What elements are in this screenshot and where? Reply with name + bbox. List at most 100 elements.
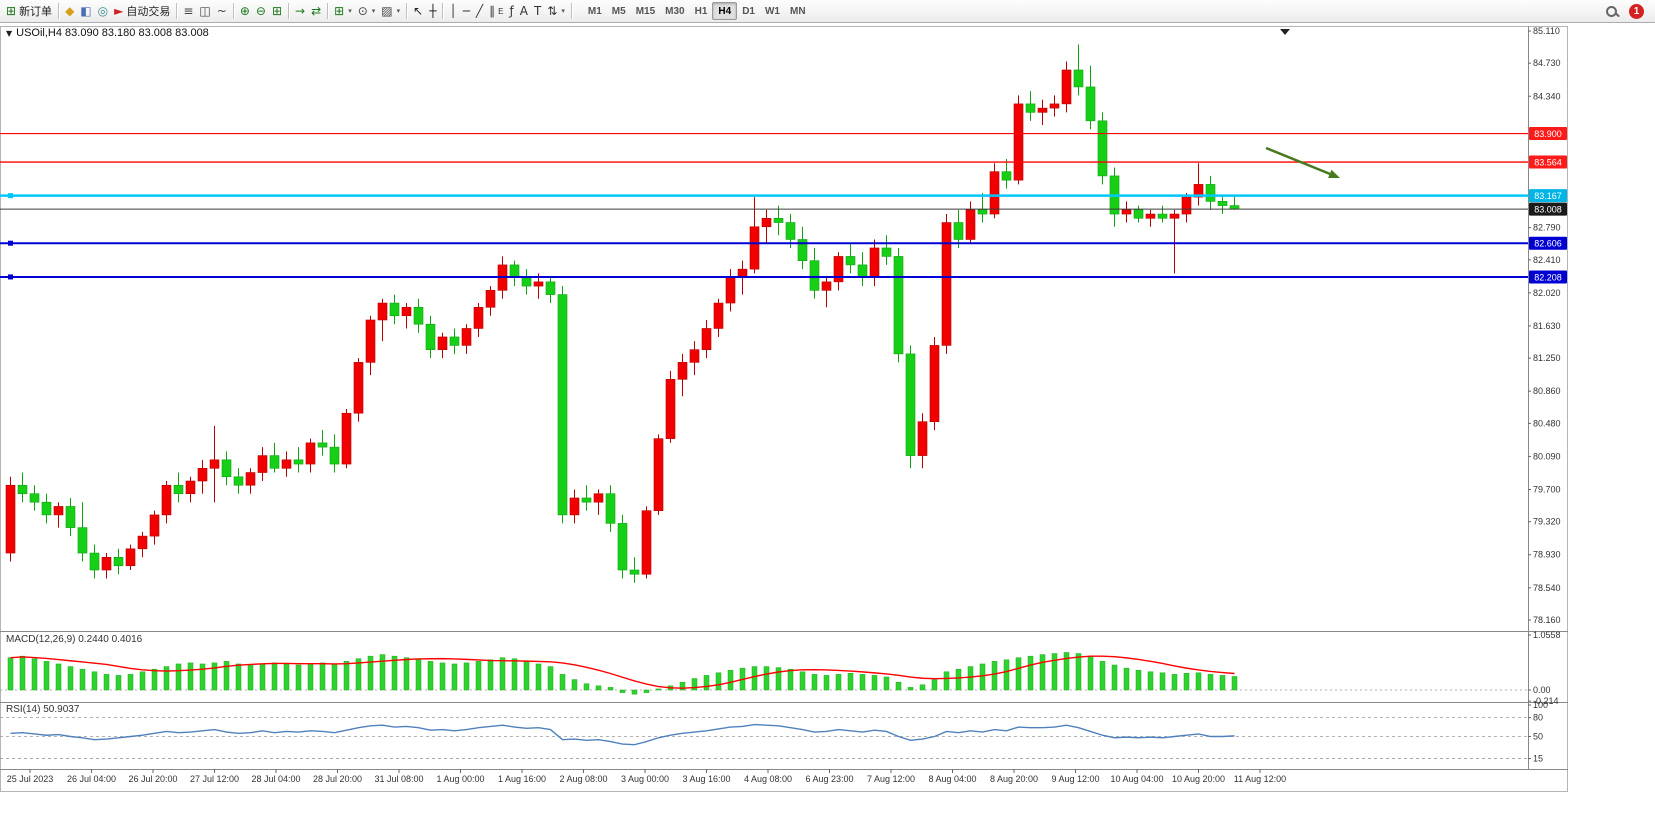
macd-histogram-bar: [379, 654, 386, 691]
candle-body: [929, 345, 940, 422]
macd-histogram-bar: [1171, 674, 1178, 691]
macd-histogram-bar: [1111, 664, 1118, 691]
channel-button[interactable]: ∥ E: [486, 2, 506, 21]
price-level-badge-82.208: 82.208: [1529, 270, 1567, 284]
price-badge-bg: [1529, 270, 1567, 284]
periods-button[interactable]: ⊙ ▾: [355, 2, 379, 21]
price-badge-text: 83.167: [1534, 191, 1562, 201]
timeframe-h1[interactable]: H1: [694, 5, 708, 17]
timeframe-m5[interactable]: M5: [611, 5, 626, 17]
macd-histogram-bar: [1075, 653, 1082, 691]
candle-body: [1097, 120, 1108, 177]
vertical-line-button[interactable]: │: [446, 2, 459, 21]
candle-body: [173, 484, 184, 495]
macd-histogram-bar: [1099, 661, 1106, 691]
dropdown-caret-icon: ▾: [396, 7, 401, 15]
candle-chart-button[interactable]: ◫: [196, 2, 213, 21]
macd-histogram-bar: [499, 657, 506, 691]
trendline-button[interactable]: ╱: [473, 2, 486, 21]
candle-body: [953, 222, 964, 240]
horizontal-line-icon: ─: [462, 4, 470, 18]
auto-scroll-button[interactable]: →: [292, 2, 308, 21]
rsi-axis-label: 100: [1533, 700, 1548, 710]
macd-label: MACD(12,26,9) 0.2440 0.4016: [6, 634, 143, 645]
candle-body: [773, 217, 784, 223]
zoom-out-button[interactable]: ⊖: [253, 2, 269, 21]
candle-body: [905, 353, 916, 456]
horizontal-line-button[interactable]: ─: [460, 2, 473, 21]
search-icon[interactable]: [1604, 4, 1619, 19]
macd-axis-label: -0.214: [1533, 696, 1559, 706]
candle-body: [473, 306, 484, 329]
market-watch-button[interactable]: ◆: [62, 2, 77, 21]
profiles-button[interactable]: ◧: [77, 2, 94, 21]
timeframe-m15[interactable]: M15: [635, 5, 656, 17]
timeframe-m30[interactable]: M30: [665, 5, 685, 17]
chart-shift-button[interactable]: ⇄: [308, 2, 324, 21]
macd-histogram-bar: [247, 664, 254, 691]
candle-body: [209, 459, 220, 469]
macd-histogram-bar: [847, 673, 854, 691]
autotrading-button[interactable]: ► 自动交易: [111, 2, 173, 21]
timeframe-d1[interactable]: D1: [742, 5, 755, 17]
bearish-arrow-annotation[interactable]: [1265, 146, 1340, 179]
add-indicator-button[interactable]: ⊞ ▾: [331, 2, 355, 21]
fibonacci-button[interactable]: ƒ: [507, 2, 517, 21]
toolbar-right-group: 1: [1604, 3, 1652, 19]
price-level-handle[interactable]: [8, 274, 13, 280]
chart-shift-marker-icon[interactable]: [1280, 29, 1290, 35]
time-axis-label: 10 Aug 04:00: [1110, 774, 1163, 784]
price-axis-label: 78.160: [1533, 615, 1561, 625]
candle-body: [1205, 184, 1216, 202]
price-axis-label: 80.860: [1533, 386, 1561, 396]
navigator-button[interactable]: ◎: [95, 2, 111, 21]
bar-chart-button[interactable]: ≡: [180, 2, 196, 21]
time-axis-label: 2 Aug 08:00: [559, 774, 607, 784]
chart-frame: [0, 26, 1568, 792]
price-level-handle[interactable]: [8, 193, 13, 199]
grid-button[interactable]: ⊞: [269, 2, 285, 21]
toolbar-separator: [406, 3, 408, 19]
candle-body: [245, 472, 256, 486]
candle-body: [41, 501, 52, 516]
text-label-icon: T: [533, 4, 542, 18]
macd-panel: 1.0558 0.00-0.214: [0, 630, 1561, 706]
candle-body: [509, 264, 520, 278]
time-axis-label: 3 Aug 16:00: [682, 774, 730, 784]
timeframe-m1[interactable]: M1: [587, 5, 602, 17]
text-button[interactable]: A: [517, 2, 531, 21]
cursor-button[interactable]: ↖: [410, 2, 426, 21]
zoom-in-button[interactable]: ⊕: [237, 2, 253, 21]
candle-body: [797, 239, 808, 261]
notification-badge[interactable]: 1: [1629, 3, 1644, 19]
timeframe-mn[interactable]: MN: [789, 5, 806, 17]
crosshair-icon: ┼: [429, 4, 437, 18]
rsi-panel: 100 80 50 15: [0, 700, 1548, 764]
crosshair-button[interactable]: ┼: [426, 2, 439, 21]
price-badge-bg: [1529, 155, 1567, 169]
macd-histogram-bar: [547, 666, 554, 691]
macd-histogram-bar: [943, 671, 950, 691]
macd-histogram-bar: [931, 679, 938, 691]
macd-histogram-bar: [175, 663, 182, 691]
new-order-button[interactable]: ⊞ 新订单: [3, 2, 55, 21]
new-order-button-label: 新订单: [19, 6, 53, 18]
candle-body: [29, 493, 40, 503]
arrows-button[interactable]: ⇅ ▾: [544, 2, 568, 21]
text-label-button[interactable]: T: [531, 2, 544, 21]
time-axis-label: 7 Aug 12:00: [867, 774, 915, 784]
candle-body: [1181, 196, 1192, 215]
macd-histogram-bar: [283, 663, 290, 691]
symbol-dropdown-icon[interactable]: ▼: [6, 28, 13, 38]
toolbar-separator: [288, 3, 290, 19]
timeframe-h4[interactable]: H4: [712, 2, 738, 20]
macd-histogram-bar: [1195, 672, 1202, 691]
candle-body: [257, 455, 268, 473]
macd-histogram-bar: [631, 689, 638, 695]
macd-histogram-bar: [1123, 667, 1130, 691]
macd-histogram-bar: [1207, 674, 1214, 691]
line-chart-button[interactable]: ~: [214, 2, 230, 21]
templates-button[interactable]: ▨ ▾: [378, 2, 403, 21]
price-level-handle[interactable]: [8, 240, 13, 246]
timeframe-w1[interactable]: W1: [764, 5, 780, 17]
